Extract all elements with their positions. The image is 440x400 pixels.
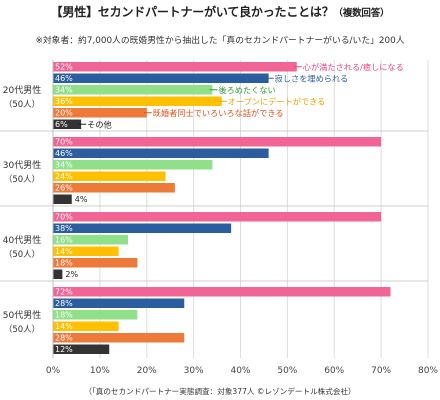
series-annotation: 後ろめたくない bbox=[218, 85, 275, 95]
bar-value-label: 2% bbox=[65, 270, 78, 279]
bar-value-label: 72% bbox=[55, 288, 73, 297]
bar bbox=[53, 85, 213, 95]
bar-value-label: 26% bbox=[55, 184, 73, 193]
chart-title-text: 【男性】セカンドパートナーがいて良かったことは？ bbox=[50, 5, 334, 19]
bar bbox=[53, 148, 269, 158]
bar bbox=[53, 183, 175, 193]
bar bbox=[53, 344, 110, 354]
chart-title: 【男性】セカンドパートナーがいて良かったことは？（複数回答） bbox=[0, 3, 440, 20]
bar-value-label: 70% bbox=[55, 213, 73, 222]
x-tick-label: 0% bbox=[46, 366, 61, 376]
category-label: 40代男性 bbox=[3, 234, 41, 246]
bar-value-label: 34% bbox=[55, 86, 73, 95]
bar bbox=[53, 298, 185, 308]
bar bbox=[53, 137, 382, 147]
bar-value-label: 28% bbox=[55, 334, 73, 343]
bar-value-label: 34% bbox=[55, 161, 73, 170]
bar-value-label: 14% bbox=[55, 247, 73, 256]
series-annotation: その他 bbox=[87, 119, 112, 129]
x-tick-label: 70% bbox=[371, 366, 391, 376]
bar bbox=[53, 235, 128, 245]
bar-value-label: 18% bbox=[55, 259, 73, 268]
category-sublabel: （50人） bbox=[4, 174, 40, 185]
bar-value-label: 6% bbox=[55, 120, 68, 129]
bar-value-label: 20% bbox=[55, 109, 73, 118]
bar-value-label: 46% bbox=[55, 149, 73, 158]
x-tick-label: 80% bbox=[418, 366, 438, 376]
bar bbox=[53, 171, 166, 181]
bar bbox=[53, 287, 391, 297]
labels-layer: 52% 70% 70% 72% 46% 46% 38% 28% 34% 34% 16% 18% 36% 2… bbox=[55, 62, 404, 354]
bar bbox=[53, 321, 119, 331]
x-tick-label: 60% bbox=[324, 366, 344, 376]
category-sublabel: （50人） bbox=[4, 249, 40, 260]
bar bbox=[53, 223, 232, 233]
bar-value-label: 18% bbox=[55, 311, 73, 320]
bar-value-label: 46% bbox=[55, 74, 73, 83]
bar bbox=[53, 333, 185, 343]
bar-value-label: 4% bbox=[75, 195, 88, 204]
category-label: 30代男性 bbox=[3, 159, 41, 171]
x-tick-label: 50% bbox=[277, 366, 297, 376]
bar-value-label: 12% bbox=[55, 345, 73, 354]
series-annotation: 心が満たされる/癒しになる bbox=[303, 62, 404, 72]
bar bbox=[53, 212, 382, 222]
bar bbox=[53, 119, 82, 129]
bar bbox=[53, 310, 138, 320]
bar bbox=[53, 194, 72, 204]
chart-footer: （「真のセカンドパートナー実態調査：対象377人 ©レゾンデートル株式会社） bbox=[84, 387, 356, 396]
x-tick-label: 40% bbox=[230, 366, 250, 376]
bar-value-label: 70% bbox=[55, 138, 73, 147]
category-label: 20代男性 bbox=[3, 84, 41, 96]
category-label: 50代男性 bbox=[3, 309, 41, 321]
bar-value-label: 28% bbox=[55, 299, 73, 308]
series-annotation: 既婚者同士でいろいろな話ができる bbox=[153, 108, 284, 118]
x-tick-label: 10% bbox=[90, 366, 110, 376]
bar bbox=[53, 269, 63, 279]
category-sublabel: （50人） bbox=[4, 99, 40, 110]
bar bbox=[53, 96, 222, 106]
chart-subtitle: ※対象者：約7,000人の既婚男性から抽出した「真のセカンドパートナーがいる/い… bbox=[35, 36, 405, 46]
bar-value-label: 38% bbox=[55, 224, 73, 233]
bars-layer bbox=[53, 62, 391, 354]
bar-value-label: 52% bbox=[55, 63, 73, 72]
chart-title-note: （複数回答） bbox=[333, 8, 390, 19]
bar-value-label: 16% bbox=[55, 236, 73, 245]
bar-value-label: 24% bbox=[55, 172, 73, 181]
bar bbox=[53, 246, 119, 256]
bar-value-label: 14% bbox=[55, 322, 73, 331]
category-sublabel: （50人） bbox=[4, 324, 40, 335]
x-tick-label: 30% bbox=[184, 366, 204, 376]
bar bbox=[53, 160, 213, 170]
bar-value-label: 36% bbox=[55, 97, 73, 106]
axis-layer: 0% 10% 20% 30% 40% 50% 60% 70% 80% 20代男性 （50人） 30代男… bbox=[3, 60, 438, 376]
x-tick-label: 20% bbox=[137, 366, 157, 376]
bar bbox=[53, 73, 269, 83]
series-annotation: 寂しさを埋められる bbox=[275, 73, 349, 83]
bar bbox=[53, 62, 297, 72]
series-annotation: オープンにデートができる bbox=[228, 96, 326, 106]
bar bbox=[53, 108, 147, 118]
bar-chart: 52% 70% 70% 72% 46% 46% 38% 28% 34% 34% 16% 18% 36% 2… bbox=[0, 60, 438, 376]
bar bbox=[53, 258, 138, 268]
